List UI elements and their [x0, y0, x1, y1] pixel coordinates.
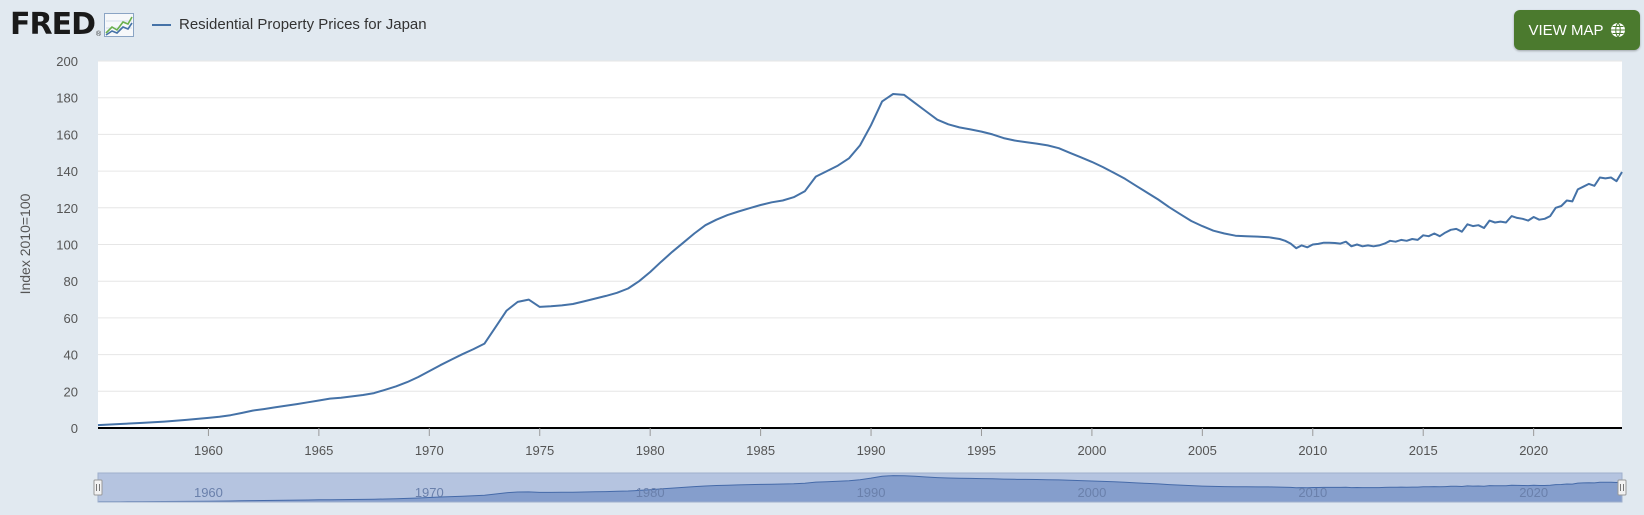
legend-label: Residential Property Prices for Japan — [179, 16, 427, 33]
view-map-label: VIEW MAP — [1528, 21, 1604, 39]
x-tick-label: 1960 — [194, 443, 223, 458]
y-tick-label: 20 — [64, 384, 78, 399]
navigator-series-area — [98, 475, 1622, 502]
x-tick-label: 2015 — [1409, 443, 1438, 458]
x-tick-label: 2000 — [1077, 443, 1106, 458]
legend-swatch — [152, 23, 171, 26]
globe-icon — [1610, 22, 1625, 38]
navigator-tick-label: 2010 — [1298, 485, 1327, 500]
x-tick-label: 1995 — [967, 443, 996, 458]
x-tick-label: 2010 — [1298, 443, 1327, 458]
handle-body[interactable] — [93, 479, 103, 496]
series-line — [97, 93, 1623, 427]
y-tick-label: 160 — [56, 127, 78, 142]
navigator-series-line — [97, 475, 1623, 503]
y-tick-label: 80 — [64, 274, 78, 289]
navigator-handle-right[interactable] — [1617, 479, 1627, 496]
x-tick-label: 1975 — [525, 443, 554, 458]
y-tick-label: 140 — [56, 164, 78, 179]
navigator-tick-label: 1960 — [194, 485, 223, 500]
x-tick-label: 1990 — [857, 443, 886, 458]
y-tick-label: 0 — [71, 421, 78, 436]
navigator-wrapper[interactable]: 1960 1970 1980 1990 2000 2010 2020 — [93, 472, 1627, 503]
navigator-tick-label: 2000 — [1077, 485, 1106, 500]
x-tick-label: 2005 — [1188, 443, 1217, 458]
legend-item[interactable]: Residential Property Prices for Japan — [152, 16, 427, 33]
y-axis-label: Index 2010=100 — [17, 193, 33, 294]
navigator-tick-label: 1970 — [415, 485, 444, 500]
navigator-handle-left[interactable] — [93, 479, 103, 496]
x-tick-label: 1985 — [746, 443, 775, 458]
x-tick-label: 1965 — [304, 443, 333, 458]
navigator-tick-label: 1980 — [636, 485, 665, 500]
y-tick-label: 60 — [64, 311, 78, 326]
navigator-tick-label: 2020 — [1519, 485, 1548, 500]
x-tick-label: 2020 — [1519, 443, 1548, 458]
handle-body[interactable] — [1617, 479, 1627, 496]
y-tick-label: 180 — [56, 91, 78, 106]
view-map-button[interactable]: VIEW MAP — [1514, 10, 1640, 50]
navigator-tick-label: 1990 — [857, 485, 886, 500]
x-tick-label: 1980 — [636, 443, 665, 458]
line-chart-icon — [104, 13, 135, 37]
y-tick-label: 40 — [64, 348, 78, 363]
x-tick-label: 1970 — [415, 443, 444, 458]
logo-text: FRED — [10, 7, 96, 42]
y-tick-label: 200 — [56, 54, 78, 69]
y-tick-label: 120 — [56, 201, 78, 216]
fred-logo[interactable]: FRED ® — [10, 7, 135, 42]
logo-registered-mark: ® — [96, 31, 102, 38]
y-tick-label: 100 — [56, 238, 78, 253]
navigator-mask[interactable] — [97, 472, 1623, 503]
